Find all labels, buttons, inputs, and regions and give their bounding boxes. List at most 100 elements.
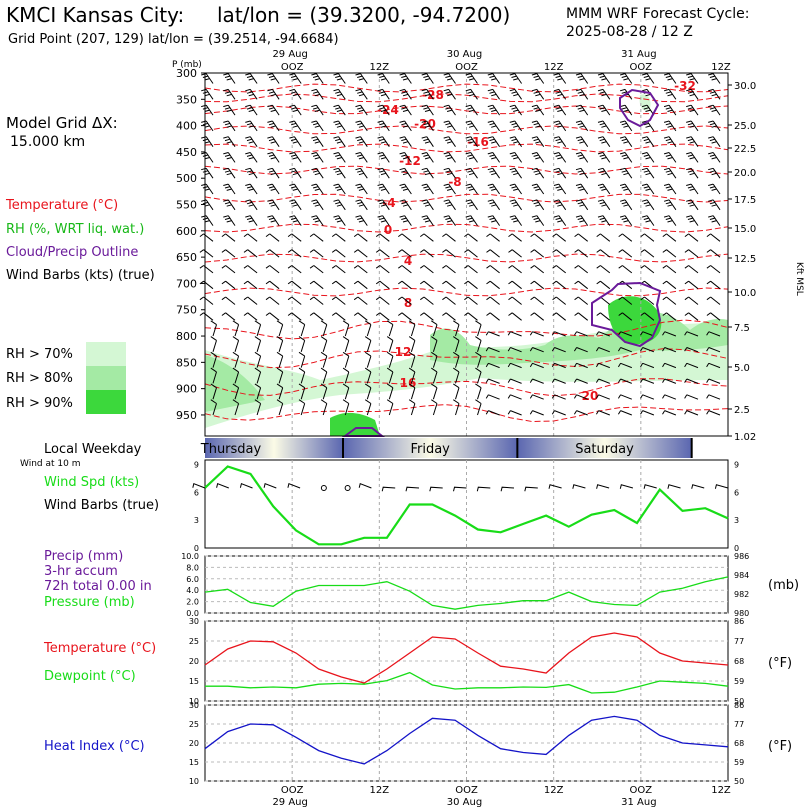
wind-barb xyxy=(573,378,588,384)
rh80-label: RH > 80% xyxy=(6,371,73,386)
wind-barb xyxy=(574,296,589,305)
wind-barb xyxy=(618,312,633,321)
wind-barb xyxy=(619,152,633,163)
wind-barb xyxy=(245,104,258,116)
wind-barb xyxy=(320,399,328,416)
wind-barb xyxy=(531,73,545,84)
wind-barb xyxy=(287,280,302,290)
wind-barb xyxy=(431,383,438,400)
wind-barb xyxy=(684,362,699,369)
wind-barb xyxy=(465,88,478,100)
wind-barb xyxy=(443,183,456,195)
isotherm-line xyxy=(204,404,729,423)
top-date-label: 29 Aug xyxy=(272,49,307,60)
wind-barb xyxy=(708,73,721,84)
wind-barb xyxy=(597,104,611,116)
wind-barb xyxy=(573,347,588,353)
wind-barb xyxy=(508,249,522,258)
wind-barb xyxy=(485,347,500,353)
y-tick-label: 25 xyxy=(189,637,199,646)
wind-barb xyxy=(355,215,368,226)
wind-barb xyxy=(684,280,699,290)
y2-tick-label: 9 xyxy=(734,461,739,470)
wind-barb xyxy=(223,136,236,147)
rh80-swatch xyxy=(86,366,126,390)
y2-tick-label: 68 xyxy=(734,657,744,666)
weekday-label: Friday xyxy=(410,442,450,457)
y2-tick-label: 86 xyxy=(734,617,744,626)
wind-barb xyxy=(597,88,611,100)
y-tick-label: 0.0 xyxy=(186,609,199,618)
wind-barb xyxy=(377,136,390,147)
height-tick-label: 7.5 xyxy=(734,323,750,334)
isotherm-line xyxy=(204,319,729,340)
wind-barb xyxy=(662,331,677,337)
top-date-label: 30 Aug xyxy=(447,49,482,60)
wind-barb xyxy=(442,296,456,305)
wind-barb xyxy=(245,183,258,195)
wind-barb xyxy=(706,312,721,321)
wind-barb xyxy=(333,136,346,147)
wind-barb xyxy=(487,73,501,84)
wind-barb xyxy=(333,152,346,163)
wind-barb xyxy=(210,367,217,384)
wind-barb xyxy=(309,249,324,258)
wind-barb xyxy=(686,152,699,163)
wind-barb xyxy=(453,336,460,352)
height-tick-label: 1.02 xyxy=(734,432,756,443)
wind-barb xyxy=(289,120,302,132)
wind-barb xyxy=(311,215,324,226)
wind-barb xyxy=(375,233,390,242)
wind-barb xyxy=(485,378,500,384)
y2-tick-label: 77 xyxy=(734,720,744,729)
wind-barb xyxy=(386,367,394,384)
wind-barb xyxy=(574,312,589,321)
wind-barb xyxy=(442,249,456,258)
wind-barb xyxy=(617,331,632,337)
wind-barb xyxy=(421,215,434,226)
wind-barb xyxy=(355,152,368,163)
wind-barb xyxy=(232,367,240,384)
wind-barb xyxy=(254,336,262,352)
wind-barb xyxy=(487,199,501,211)
wind-barb xyxy=(507,362,522,369)
wind-barb xyxy=(333,104,346,116)
wind-barb xyxy=(331,312,346,321)
wind-barb xyxy=(662,280,677,290)
wind-barb xyxy=(353,233,368,242)
wind-barb xyxy=(355,73,368,84)
wind-barb xyxy=(573,410,588,416)
height-tick-label: 25.0 xyxy=(734,121,756,132)
wind-barb xyxy=(641,104,655,116)
wind-barb xyxy=(597,167,611,179)
wind-barb xyxy=(465,73,478,84)
y2-tick-label: 50 xyxy=(734,777,744,786)
wind-barb xyxy=(663,167,677,179)
wind-barb xyxy=(574,233,589,242)
wind-barb xyxy=(399,199,412,211)
wind-barb xyxy=(298,367,306,384)
wind-barb xyxy=(487,104,501,116)
y-tick-label: 10 xyxy=(189,697,199,706)
wind-barb xyxy=(574,265,589,274)
wind-barb xyxy=(289,199,302,211)
wind-barb xyxy=(531,183,545,195)
pressure-tick-label: 700 xyxy=(176,277,197,290)
wind-barb xyxy=(289,152,302,163)
wind-barb xyxy=(640,296,655,305)
surface-wind-barb xyxy=(596,484,610,489)
wind-barb xyxy=(442,265,456,274)
wind-barb xyxy=(662,394,677,400)
wind-barb xyxy=(311,120,324,132)
wind-barb xyxy=(221,312,236,321)
height-tick-label: 5.0 xyxy=(734,363,750,374)
wind-barb xyxy=(364,320,372,337)
wind-barb xyxy=(486,265,500,274)
wind-barb xyxy=(575,136,589,147)
wind-barb xyxy=(464,312,478,321)
wind-barb xyxy=(355,136,368,147)
wind-barb xyxy=(595,331,610,337)
wind-barb xyxy=(465,152,478,163)
